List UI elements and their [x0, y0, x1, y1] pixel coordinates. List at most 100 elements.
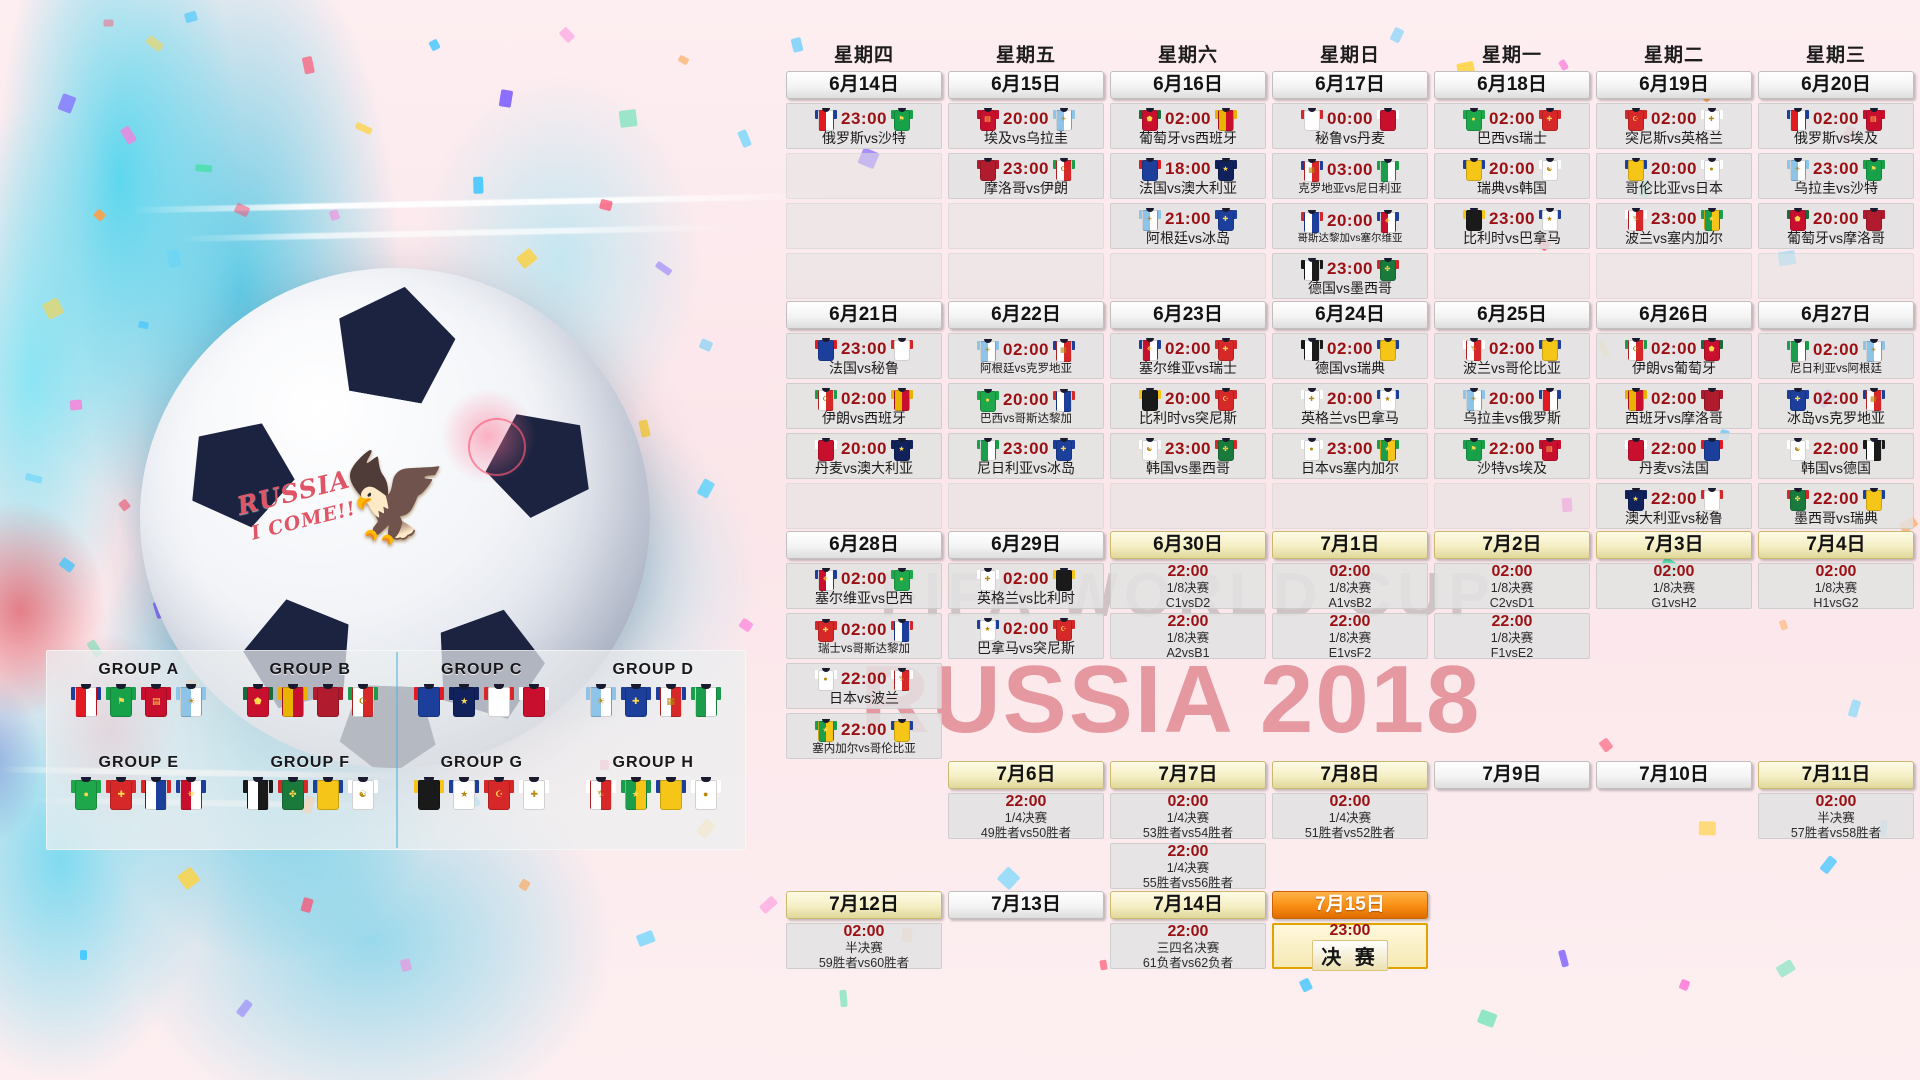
match-cell[interactable]: 20:00 ● 哥伦比亚vs日本 [1596, 153, 1752, 199]
match-cell[interactable]: 23:00 ✚ 尼日利亚vs冰岛 [948, 433, 1104, 479]
date-chip[interactable]: 6月22日 [948, 301, 1104, 329]
match-cell[interactable]: ⬟ 02:00 葡萄牙vs西班牙 [1110, 103, 1266, 149]
group-card-b[interactable]: GROUP B ⬟ ☪ [227, 659, 395, 748]
knockout-match-cell[interactable]: 22:00 1/4决赛 55胜者vs56胜者 [1110, 843, 1266, 890]
match-cell[interactable]: 02:00 ▤ 俄罗斯vs埃及 [1758, 103, 1914, 149]
knockout-match-cell[interactable]: 02:00 1/4决赛 51胜者vs52胜者 [1272, 793, 1428, 840]
match-cell[interactable]: ☪ 02:00 ⬟ 伊朗vs葡萄牙 [1596, 333, 1752, 379]
match-cell[interactable]: 20:00 ★ 丹麦vs澳大利亚 [786, 433, 942, 479]
date-chip[interactable]: 6月20日 [1758, 71, 1914, 99]
date-chip[interactable]: 6月26日 [1596, 301, 1752, 329]
date-chip[interactable]: 7月12日 [786, 891, 942, 919]
match-cell[interactable]: 02:00 ☀ 尼日利亚vs阿根廷 [1758, 333, 1914, 379]
match-cell[interactable]: ☀ 02:00 ▦ 阿根廷vs克罗地亚 [948, 333, 1104, 379]
date-chip[interactable]: 6月28日 [786, 531, 942, 559]
match-cell[interactable]: 23:00 ★ 比利时vs巴拿马 [1434, 203, 1590, 249]
knockout-match-cell[interactable]: 02:00 半决赛 59胜者vs60胜者 [786, 923, 942, 970]
date-chip[interactable]: 6月16日 [1110, 71, 1266, 99]
knockout-match-cell[interactable]: 02:00 半决赛 57胜者vs58胜者 [1758, 793, 1914, 840]
date-chip[interactable]: 7月8日 [1272, 761, 1428, 789]
knockout-match-cell[interactable]: 22:00 1/8决赛 C1vsD2 [1110, 563, 1266, 610]
date-chip[interactable]: 6月24日 [1272, 301, 1428, 329]
match-cell[interactable]: ☀ 23:00 ⚑ 乌拉圭vs沙特 [1758, 153, 1914, 199]
match-cell[interactable]: ♑ 23:00 ★ 波兰vs塞内加尔 [1596, 203, 1752, 249]
match-cell[interactable]: ⬟ 20:00 葡萄牙vs摩洛哥 [1758, 203, 1914, 249]
match-cell[interactable]: ☯ 23:00 ✤ 韩国vs墨西哥 [1110, 433, 1266, 479]
match-cell[interactable]: ☀ 21:00 ✚ 阿根廷vs冰岛 [1110, 203, 1266, 249]
date-chip[interactable]: 6月29日 [948, 531, 1104, 559]
match-cell[interactable]: ♑ 02:00 波兰vs哥伦比亚 [1434, 333, 1590, 379]
date-chip[interactable]: 7月2日 [1434, 531, 1590, 559]
match-cell[interactable]: ⚑ 22:00 ▤ 沙特vs埃及 [1434, 433, 1590, 479]
knockout-match-cell[interactable]: 02:00 1/8决赛 A1vsB2 [1272, 563, 1428, 610]
date-chip[interactable]: 7月3日 [1596, 531, 1752, 559]
match-cell[interactable]: ☪ 02:00 伊朗vs西班牙 [786, 383, 942, 429]
match-cell[interactable]: ✚ 02:00 瑞士vs哥斯达黎加 [786, 613, 942, 659]
match-cell[interactable]: ★ 02:00 ☪ 巴拿马vs突尼斯 [948, 613, 1104, 659]
group-card-e[interactable]: GROUP E ● ✚ ✵ [55, 752, 223, 841]
match-cell[interactable]: 20:00 ✵ 哥斯达黎加vs塞尔维亚 [1272, 203, 1428, 249]
match-cell[interactable]: 20:00 ☯ 瑞典vs韩国 [1434, 153, 1590, 199]
match-cell[interactable]: ● 20:00 巴西vs哥斯达黎加 [948, 383, 1104, 429]
match-cell[interactable]: ★ 22:00 塞内加尔vs哥伦比亚 [786, 713, 942, 759]
group-card-g[interactable]: GROUP G ★ ☪ ✚ [398, 752, 566, 841]
group-card-f[interactable]: GROUP F ✤ ☯ [227, 752, 395, 841]
date-chip[interactable]: 7月10日 [1596, 761, 1752, 789]
match-cell[interactable]: ☀ 20:00 乌拉圭vs俄罗斯 [1434, 383, 1590, 429]
match-cell[interactable]: 00:00 秘鲁vs丹麦 [1272, 103, 1428, 149]
knockout-match-cell[interactable]: 22:00 1/4决赛 49胜者vs50胜者 [948, 793, 1104, 840]
match-cell[interactable]: ✵ 02:00 ✚ 塞尔维亚vs瑞士 [1110, 333, 1266, 379]
match-cell[interactable]: ▦ 03:00 克罗地亚vs尼日利亚 [1272, 153, 1428, 199]
date-chip[interactable]: 7月7日 [1110, 761, 1266, 789]
date-chip[interactable]: 6月21日 [786, 301, 942, 329]
match-cell[interactable]: ☯ 22:00 韩国vs德国 [1758, 433, 1914, 479]
match-cell[interactable]: 20:00 ☪ 比利时vs突尼斯 [1110, 383, 1266, 429]
knockout-match-cell[interactable]: 02:00 1/8决赛 G1vsH2 [1596, 563, 1752, 610]
match-cell[interactable]: ★ 22:00 澳大利亚vs秘鲁 [1596, 483, 1752, 529]
match-cell[interactable]: ● 22:00 ♑ 日本vs波兰 [786, 663, 942, 709]
match-cell[interactable]: ✵ 02:00 ● 塞尔维亚vs巴西 [786, 563, 942, 609]
date-chip[interactable]: 6月27日 [1758, 301, 1914, 329]
knockout-match-cell[interactable]: 22:00 1/8决赛 F1vsE2 [1434, 613, 1590, 660]
group-card-h[interactable]: GROUP H ♑ ★ ● [570, 752, 738, 841]
match-cell[interactable]: ✚ 02:00 英格兰vs比利时 [948, 563, 1104, 609]
date-chip[interactable]: 6月23日 [1110, 301, 1266, 329]
date-chip[interactable]: 7月6日 [948, 761, 1104, 789]
match-cell[interactable]: ✚ 20:00 ★ 英格兰vs巴拿马 [1272, 383, 1428, 429]
match-cell[interactable]: 22:00 丹麦vs法国 [1596, 433, 1752, 479]
date-chip[interactable]: 6月18日 [1434, 71, 1590, 99]
match-cell[interactable]: ✤ 22:00 墨西哥vs瑞典 [1758, 483, 1914, 529]
group-card-d[interactable]: GROUP D ☀ ✚ ▦ [570, 659, 738, 748]
match-cell[interactable]: 23:00 法国vs秘鲁 [786, 333, 942, 379]
date-chip[interactable]: 7月11日 [1758, 761, 1914, 789]
date-chip[interactable]: 7月9日 [1434, 761, 1590, 789]
match-cell[interactable]: ● 23:00 ★ 日本vs塞内加尔 [1272, 433, 1428, 479]
final-match-cell[interactable]: 23:00 决 赛 [1272, 922, 1428, 972]
date-chip[interactable]: 6月25日 [1434, 301, 1590, 329]
match-cell[interactable]: ✚ 02:00 ▦ 冰岛vs克罗地亚 [1758, 383, 1914, 429]
knockout-match-cell[interactable]: 22:00 1/8决赛 E1vsF2 [1272, 613, 1428, 660]
date-chip[interactable]: 7月4日 [1758, 531, 1914, 559]
group-card-a[interactable]: GROUP A ⚑ ▤ ☀ [55, 659, 223, 748]
date-chip[interactable]: 7月13日 [948, 891, 1104, 919]
match-cell[interactable]: 02:00 德国vs瑞典 [1272, 333, 1428, 379]
date-chip[interactable]: 6月17日 [1272, 71, 1428, 99]
match-cell[interactable]: 23:00 ☪ 摩洛哥vs伊朗 [948, 153, 1104, 199]
match-cell[interactable]: ▤ 20:00 ☀ 埃及vs乌拉圭 [948, 103, 1104, 149]
date-chip[interactable]: 6月14日 [786, 71, 942, 99]
knockout-match-cell[interactable]: 02:00 1/8决赛 C2vsD1 [1434, 563, 1590, 610]
group-card-c[interactable]: GROUP C ★ [398, 659, 566, 748]
date-chip[interactable]: 7月14日 [1110, 891, 1266, 919]
match-cell[interactable]: ● 02:00 ✚ 巴西vs瑞士 [1434, 103, 1590, 149]
match-cell[interactable]: 23:00 ✤ 德国vs墨西哥 [1272, 253, 1428, 299]
date-chip[interactable]: 6月30日 [1110, 531, 1266, 559]
date-chip[interactable]: 6月19日 [1596, 71, 1752, 99]
knockout-match-cell[interactable]: 02:00 1/8决赛 H1vsG2 [1758, 563, 1914, 610]
date-chip[interactable]: 6月15日 [948, 71, 1104, 99]
date-chip[interactable]: 7月1日 [1272, 531, 1428, 559]
knockout-match-cell[interactable]: 02:00 1/4决赛 53胜者vs54胜者 [1110, 793, 1266, 840]
match-cell[interactable]: 18:00 ★ 法国vs澳大利亚 [1110, 153, 1266, 199]
date-chip[interactable]: 7月15日 [1272, 891, 1428, 919]
knockout-match-cell[interactable]: 22:00 1/8决赛 A2vsB1 [1110, 613, 1266, 660]
match-cell[interactable]: ☪ 02:00 ✚ 突尼斯vs英格兰 [1596, 103, 1752, 149]
